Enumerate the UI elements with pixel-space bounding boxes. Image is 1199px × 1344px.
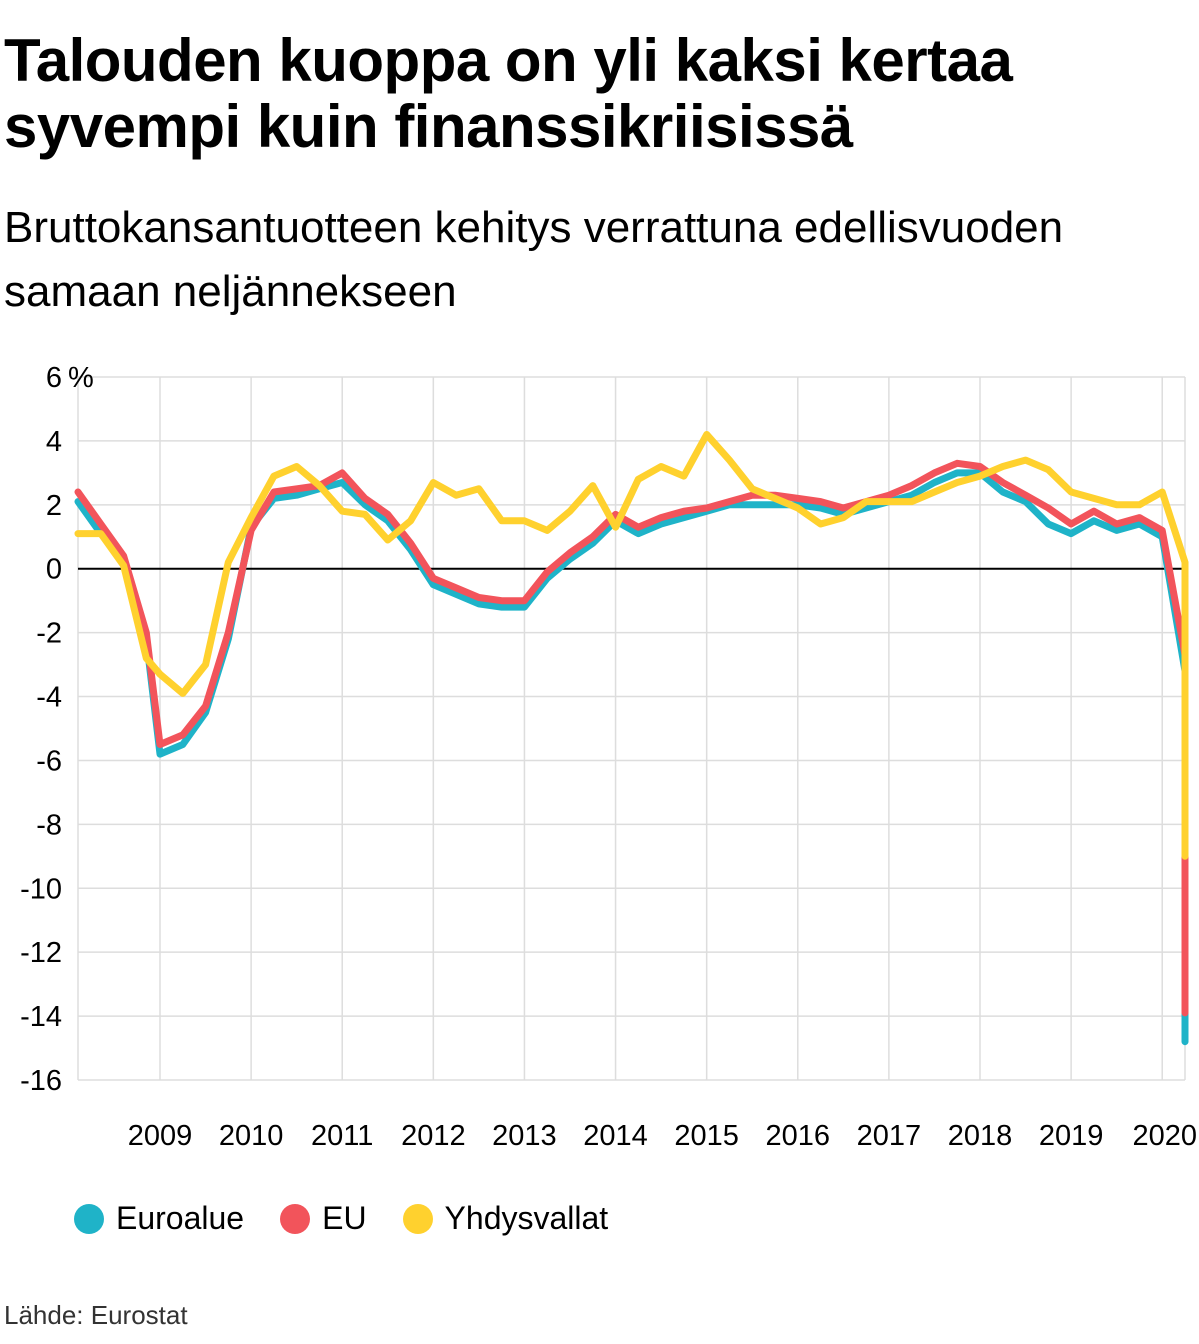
y-tick-label-6: -6 bbox=[36, 745, 62, 777]
legend-label-eu: EU bbox=[322, 1200, 367, 1236]
x-tick-label-2015: 2015 bbox=[674, 1120, 739, 1152]
legend-marker-euroalue bbox=[74, 1203, 104, 1234]
legend-label-euroalue: Euroalue bbox=[116, 1200, 245, 1236]
y-tick-label-10: -14 bbox=[20, 1001, 62, 1033]
x-tick-label-2013: 2013 bbox=[492, 1120, 557, 1152]
legend-marker-eu bbox=[280, 1203, 311, 1234]
legend-item-euroalue: Euroalue bbox=[74, 1200, 244, 1237]
y-tick-label-11: -16 bbox=[20, 1065, 62, 1097]
legend-marker-yhdysvallat bbox=[402, 1203, 433, 1234]
x-tick-label-2016: 2016 bbox=[766, 1120, 831, 1152]
legend: Euroalue EU Yhdysvallat bbox=[74, 1200, 644, 1237]
series-line-yhdysvallat bbox=[74, 431, 1189, 860]
source-note: Lähde: Eurostat bbox=[4, 1300, 188, 1330]
chart-subtitle: Bruttokansantuotteen kehitys verrattuna … bbox=[4, 203, 1064, 316]
x-tick-label-2014: 2014 bbox=[583, 1120, 648, 1152]
series-line-eu bbox=[74, 459, 1189, 1017]
y-tick-label-7: -8 bbox=[36, 809, 62, 841]
legend-label-yhdysvallat: Yhdysvallat bbox=[444, 1200, 609, 1236]
chart-title: Talouden kuoppa on yli kaksi kertaa syve… bbox=[4, 27, 1013, 160]
x-tick-label-2017: 2017 bbox=[857, 1120, 922, 1152]
x-tick-label-2020: 2020 bbox=[1132, 1120, 1197, 1152]
y-tick-label-0: 6 bbox=[46, 362, 62, 394]
y-tick-label-8: -10 bbox=[20, 873, 62, 905]
x-tick-label-2012: 2012 bbox=[401, 1120, 466, 1152]
legend-item-yhdysvallat: Yhdysvallat bbox=[402, 1200, 609, 1237]
y-tick-label-9: -12 bbox=[20, 937, 62, 969]
y-tick-label-2: 2 bbox=[46, 490, 62, 522]
x-tick-label-2009: 2009 bbox=[128, 1120, 193, 1152]
y-unit-label: % bbox=[68, 362, 94, 394]
x-tick-label-2018: 2018 bbox=[948, 1120, 1013, 1152]
y-tick-label-5: -4 bbox=[36, 682, 62, 714]
line-chart: 6 4 2 0 -2 -4 -6 -8 -10 -12 -14 -16% 2009 2010 2011 201… bbox=[20, 362, 1197, 1152]
y-tick-label-3: 0 bbox=[46, 554, 62, 586]
legend-item-eu: EU bbox=[280, 1200, 367, 1237]
x-tick-label-2010: 2010 bbox=[219, 1120, 284, 1152]
y-tick-label-1: 4 bbox=[46, 426, 62, 458]
y-tick-label-4: -2 bbox=[36, 618, 62, 650]
x-tick-label-2019: 2019 bbox=[1039, 1120, 1104, 1152]
x-tick-label-2011: 2011 bbox=[311, 1120, 373, 1152]
